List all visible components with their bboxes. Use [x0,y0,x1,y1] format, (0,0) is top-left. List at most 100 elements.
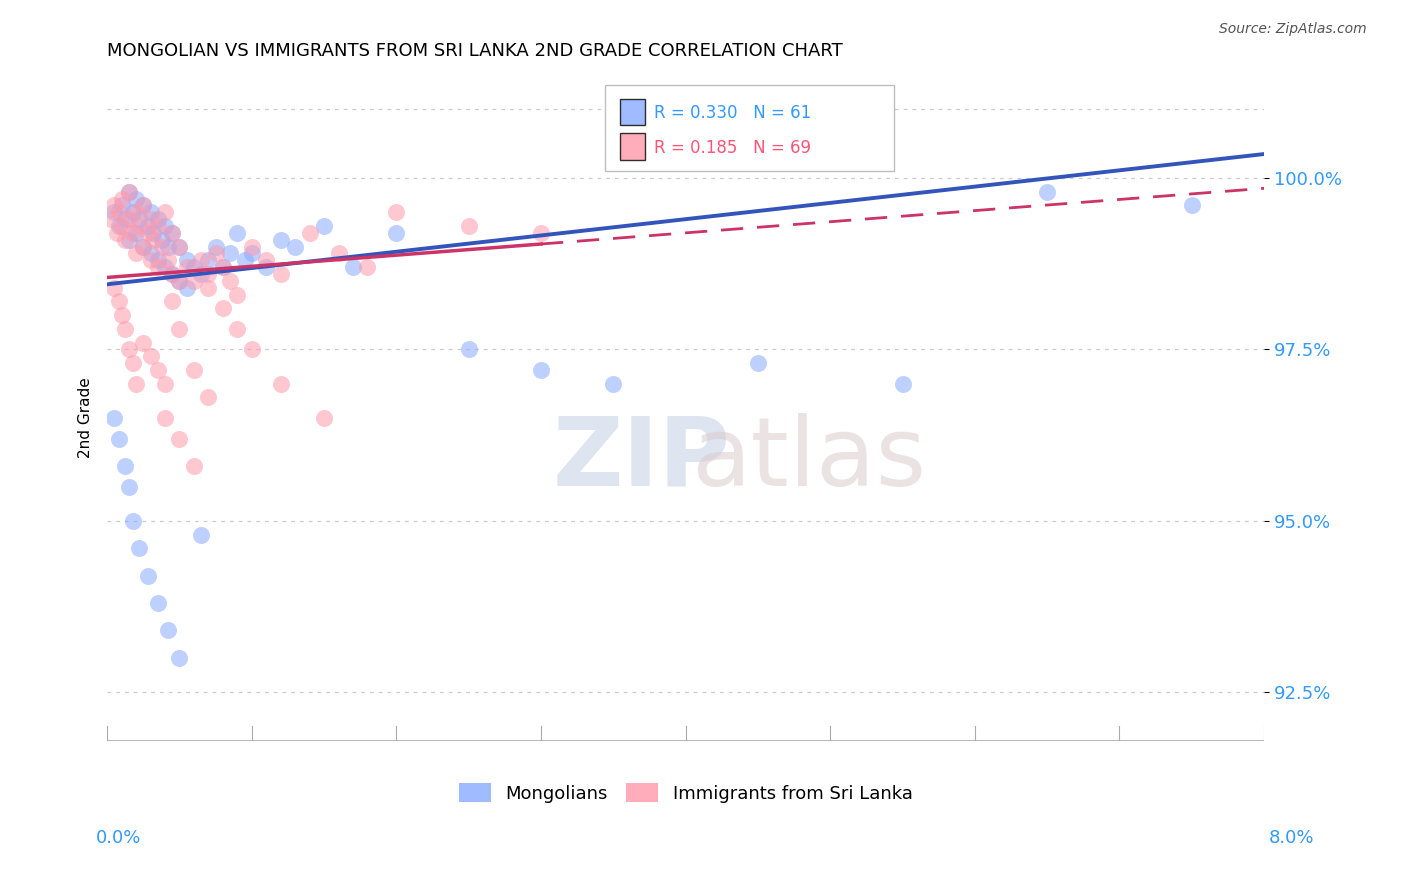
Point [114,458,136,473]
Point [156,624,179,638]
Point [197,281,219,295]
Point [457,343,479,357]
Point [118,185,141,199]
Point [132,198,155,212]
Point [103,411,125,425]
Point [176,260,198,275]
Point [146,260,169,275]
Point [162,267,184,281]
Point [146,596,169,610]
Point [328,246,350,260]
Point [146,363,169,377]
Point [183,363,205,377]
Point [176,253,198,268]
Point [312,219,335,233]
Point [254,253,277,268]
Point [125,246,148,260]
Point [153,219,176,233]
Point [240,343,263,357]
Point [204,239,226,253]
Point [139,212,162,227]
Point [125,192,148,206]
FancyBboxPatch shape [620,134,645,160]
Point [118,343,141,357]
Legend: Mongolians, Immigrants from Sri Lanka: Mongolians, Immigrants from Sri Lanka [451,776,920,810]
Point [139,349,162,363]
Point [190,253,212,268]
Point [183,274,205,288]
Point [211,260,233,275]
Point [150,239,173,253]
Point [169,239,191,253]
Point [105,226,128,240]
Point [103,281,125,295]
Point [226,287,249,301]
Point [226,322,249,336]
Point [240,239,263,253]
Point [254,260,277,275]
Point [270,376,292,391]
Text: atlas: atlas [692,413,927,506]
Point [136,226,159,240]
Point [153,376,176,391]
Point [342,260,364,275]
Text: R = 0.185   N = 69: R = 0.185 N = 69 [654,138,811,157]
Point [118,233,141,247]
Point [211,260,233,275]
Point [153,260,176,275]
Point [107,205,129,219]
Point [1181,198,1204,212]
Point [1036,185,1059,199]
Point [284,239,307,253]
Point [176,281,198,295]
Point [111,308,134,322]
FancyBboxPatch shape [620,99,645,125]
Point [156,239,179,253]
Point [139,246,162,260]
Point [183,458,205,473]
Point [146,253,169,268]
Point [270,233,292,247]
Point [111,192,134,206]
Point [153,205,176,219]
Point [226,226,249,240]
Text: 8.0%: 8.0% [1270,829,1315,847]
Point [197,253,219,268]
Point [891,376,914,391]
Point [114,233,136,247]
Point [162,226,184,240]
Point [118,479,141,493]
Point [197,267,219,281]
Point [142,226,165,240]
Point [146,212,169,227]
Point [219,274,242,288]
Point [128,212,150,227]
Point [114,322,136,336]
Point [240,246,263,260]
Point [128,219,150,233]
Point [197,391,219,405]
Point [747,356,769,370]
Point [457,219,479,233]
Point [219,246,242,260]
Point [136,568,159,582]
Point [142,233,165,247]
Point [122,514,145,528]
Point [183,260,205,275]
Point [162,226,184,240]
Point [169,432,191,446]
Point [153,411,176,425]
Point [204,246,226,260]
Point [111,198,134,212]
Point [169,322,191,336]
Point [125,226,148,240]
Point [169,239,191,253]
Text: R = 0.330   N = 61: R = 0.330 N = 61 [654,103,811,121]
Point [103,205,125,219]
Point [211,301,233,316]
Point [190,267,212,281]
Point [107,294,129,309]
Point [103,198,125,212]
Point [150,233,173,247]
Point [356,260,378,275]
